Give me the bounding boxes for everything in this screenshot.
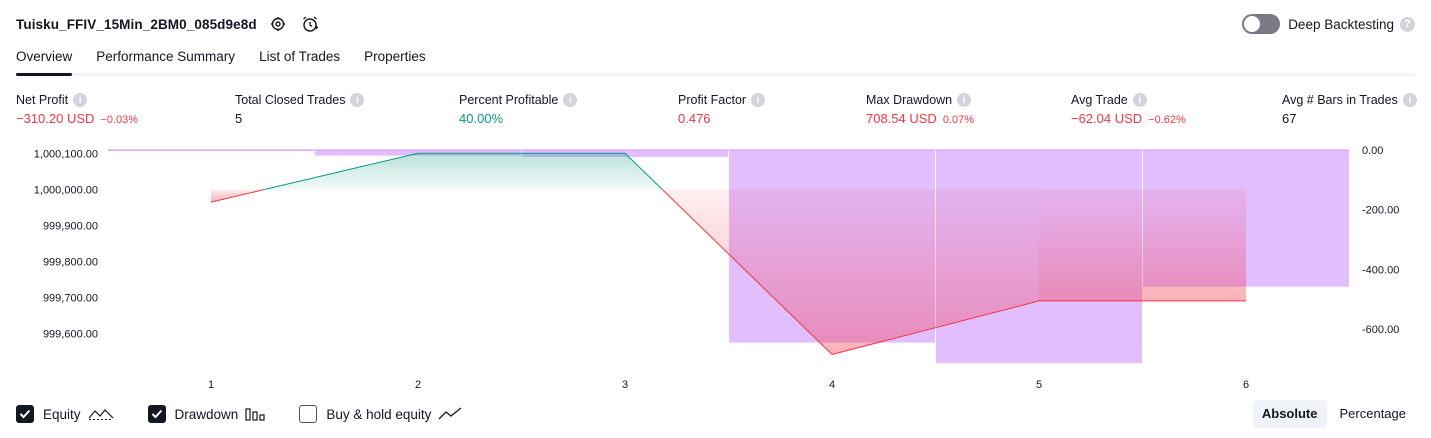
info-icon[interactable]: i: [350, 93, 365, 107]
metric-percent: −0.62%: [1148, 114, 1186, 126]
metric-percent: −0.03%: [100, 114, 139, 126]
deep-backtesting-toggle[interactable]: [1242, 14, 1281, 34]
metric-total-closed-trades: Total Closed Trades i 5: [235, 93, 365, 126]
tab-list-of-trades[interactable]: List of Trades: [259, 49, 341, 64]
equity-loss-area: [1039, 189, 1246, 301]
x-axis-tick-label: 1: [208, 379, 214, 391]
report-tabs: Overview Performance Summary List of Tra…: [16, 46, 450, 76]
legend-equity[interactable]: Equity: [16, 405, 114, 423]
equity-line-segment: [661, 189, 833, 355]
metric-percent-profitable: Percent Profitable i 40.00%: [459, 93, 578, 126]
info-icon[interactable]: i: [751, 93, 766, 107]
legend-drawdown[interactable]: Drawdown: [147, 405, 266, 423]
deep-backtesting-label: Deep Backtesting: [1288, 16, 1394, 32]
tab-properties[interactable]: Properties: [364, 49, 426, 64]
legend-label: Equity: [43, 406, 81, 422]
metric-value: 5: [235, 111, 243, 126]
display-mode: Absolute Percentage: [1249, 400, 1415, 428]
metric-avg-bars-in-trades: Avg # Bars in Trades i 67: [1282, 93, 1417, 126]
info-icon[interactable]: i: [73, 93, 88, 107]
gear-icon[interactable]: [267, 13, 289, 35]
equity-line-segment: [831, 300, 1040, 355]
x-axis-tick-label: 5: [1036, 379, 1042, 391]
tab-overview[interactable]: Overview: [16, 46, 73, 76]
equity-checkbox[interactable]: [16, 405, 34, 423]
metric-label: Avg Trade: [1071, 93, 1128, 107]
x-axis-tick-label: 4: [829, 379, 835, 391]
left-axis-tick-label: 999,900.00: [43, 220, 98, 232]
metric-value: 708.54 USD: [866, 111, 937, 126]
metric-label: Profit Factor: [678, 93, 747, 107]
left-axis-tick-label: 1,000,100.00: [34, 149, 98, 161]
equity-gain-area: [418, 153, 625, 190]
buy-hold-checkbox[interactable]: [299, 405, 318, 423]
right-axis-tick-label: -200.00: [1362, 205, 1399, 217]
metric-value: −62.04 USD: [1071, 111, 1143, 126]
tabs-divider: [16, 73, 1415, 76]
left-axis-tick-label: 1,000,000.00: [34, 185, 98, 197]
equity-line-segment: [624, 152, 663, 190]
metric-value: 0.476: [678, 111, 711, 126]
equity-series: [210, 152, 1246, 355]
left-axis-tick-label: 999,800.00: [43, 256, 98, 268]
absolute-button[interactable]: Absolute: [1252, 400, 1327, 428]
equity-line-segment: [264, 152, 419, 191]
metric-net-profit: Net Profit i −310.20 USD −0.03%: [16, 93, 138, 126]
legend-label: Buy & hold equity: [326, 406, 432, 422]
metric-label: Net Profit: [16, 93, 69, 107]
equity-line-icon: [88, 407, 114, 421]
alarm-add-icon[interactable]: [299, 13, 321, 35]
toggle-knob: [1244, 16, 1261, 32]
chart-legend: Equity Drawdown Buy & hold equity: [16, 404, 496, 424]
equity-drawdown-chart[interactable]: 1,000,100.00 1,000,000.00 999,900.00 999,80…: [0, 140, 1431, 396]
info-icon[interactable]: i: [1402, 93, 1417, 107]
drawdown-bars-icon: [245, 407, 265, 421]
metric-max-drawdown: Max Drawdown i 708.54 USD 0.07%: [866, 93, 974, 126]
metric-value: 67: [1282, 111, 1297, 126]
right-axis-tick-label: -400.00: [1362, 264, 1399, 276]
x-axis-tick-label: 2: [415, 379, 421, 391]
info-icon[interactable]: i: [1132, 93, 1147, 107]
strategy-header: Tuisku_FFIV_15Min_2BM0_085d9e8d: [16, 12, 321, 36]
metric-label: Avg # Bars in Trades: [1282, 93, 1398, 107]
buy-hold-line-icon: [438, 407, 462, 421]
legend-buy-hold[interactable]: Buy & hold equity: [299, 405, 462, 423]
right-axis-tick-label: -600.00: [1362, 324, 1399, 336]
left-axis-tick-label: 999,600.00: [43, 328, 98, 340]
drawdown-checkbox[interactable]: [147, 405, 166, 423]
metric-avg-trade: Avg Trade i −62.04 USD −0.62%: [1071, 93, 1186, 126]
strategy-title: Tuisku_FFIV_15Min_2BM0_085d9e8d: [16, 16, 257, 32]
legend-label: Drawdown: [174, 406, 239, 422]
tab-performance-summary[interactable]: Performance Summary: [96, 49, 236, 64]
metric-value: −310.20 USD: [16, 111, 95, 126]
equity-loss-area: [832, 189, 1039, 355]
metric-value: 40.00%: [459, 111, 504, 126]
metrics-row: Net Profit i −310.20 USD −0.03% Total Clos…: [0, 93, 1431, 133]
info-icon[interactable]: i: [563, 93, 578, 107]
info-icon[interactable]: i: [957, 93, 972, 107]
metric-label: Total Closed Trades: [235, 93, 346, 107]
metric-label: Percent Profitable: [459, 93, 559, 107]
metric-profit-factor: Profit Factor i 0.476: [678, 93, 766, 126]
equity-line-segment: [210, 189, 265, 203]
left-axis-tick-label: 999,700.00: [43, 292, 98, 304]
x-axis-tick-label: 6: [1243, 379, 1249, 391]
metric-label: Max Drawdown: [866, 93, 953, 107]
percentage-button[interactable]: Percentage: [1339, 406, 1407, 421]
right-axis-tick-label: 0.00: [1362, 145, 1383, 157]
chart-axes: 1,000,100.00 1,000,000.00 999,900.00 999,80…: [34, 145, 1400, 391]
deep-backtesting: Deep Backtesting ?: [1242, 12, 1415, 36]
help-icon[interactable]: ?: [1400, 16, 1415, 32]
x-axis-tick-label: 3: [622, 379, 628, 391]
metric-percent: 0.07%: [942, 114, 975, 126]
